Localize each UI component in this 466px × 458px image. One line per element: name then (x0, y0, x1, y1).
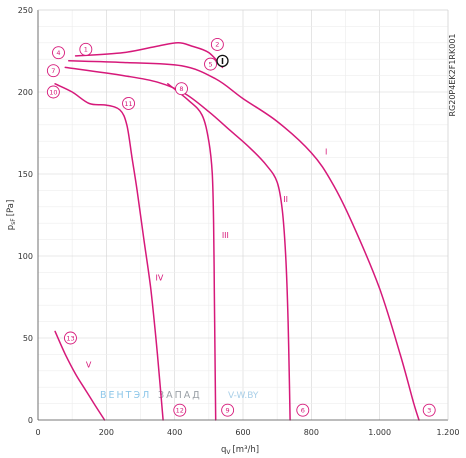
marker-8: 8 (175, 82, 188, 96)
marker-12: 12 (173, 403, 187, 417)
x-axis-title-unit: [m³/h] (232, 445, 259, 455)
marker-10: 10 (46, 85, 60, 99)
marker-circle (64, 331, 77, 345)
marker-label: 5 (208, 60, 212, 68)
series-label-ii: II (283, 195, 288, 204)
operating-point-label: I (221, 57, 224, 66)
marker-1: 1 (79, 42, 93, 56)
series-line-iv (54, 83, 164, 421)
x-axis-title: qV [m³/h] (221, 445, 259, 456)
x-tick-label: 800 (304, 428, 319, 437)
y-axis-title-main: p (6, 225, 16, 230)
series-line-iii_branch (167, 83, 217, 421)
x-axis-title-main: q (221, 445, 226, 455)
marker-label: 13 (66, 334, 74, 342)
marker-circle (296, 403, 310, 417)
x-tick-label: 600 (235, 428, 250, 437)
marker-5: 5 (204, 57, 217, 71)
marker-circle (173, 403, 187, 417)
y-tick-label: 0 (28, 416, 33, 425)
series-label-iv: IV (156, 274, 164, 283)
marker-circle (221, 403, 235, 417)
marker-circle (46, 85, 60, 99)
y-axis-title: psF[Pa] (6, 200, 17, 231)
marker-circle (422, 403, 436, 417)
curves (54, 42, 420, 421)
watermark-part2: ЗАПАД (158, 390, 202, 401)
x-tick-label: 1.000 (368, 428, 391, 437)
x-tick-label: 1.200 (437, 428, 460, 437)
marker-circle (175, 82, 188, 96)
operating-point: I (216, 54, 229, 67)
marker-label: 2 (215, 41, 219, 49)
marker-6: 6 (296, 403, 310, 417)
watermark-part3: V-W.BY (228, 391, 259, 401)
series-line-v (54, 330, 106, 421)
marker-3: 3 (422, 403, 436, 417)
x-tick-label: 200 (99, 428, 114, 437)
marker-label: 10 (49, 88, 57, 96)
marker-label: 1 (84, 46, 88, 54)
marker-circle (122, 97, 135, 110)
y-tick-label: 100 (18, 252, 33, 261)
series-line-iii (74, 42, 224, 69)
axes (37, 9, 449, 421)
y-tick-label: 150 (18, 170, 33, 179)
y-tick-label: 250 (18, 6, 33, 15)
series-line-i (68, 60, 420, 421)
watermark-part1: ВЕНТЭЛ (100, 390, 151, 401)
marker-label: 9 (226, 406, 230, 414)
series-label-i: I (325, 147, 327, 156)
marker-circle (79, 42, 93, 56)
ticks: 0 200 400 600 800 1.000 1.200 0 50 100 150 200 250 (18, 6, 460, 437)
marker-label: 12 (176, 406, 184, 414)
x-axis-title-sub: V (226, 449, 231, 456)
marker-label: 11 (124, 100, 132, 108)
marker-13: 13 (64, 331, 77, 345)
watermark: ВЕНТЭЛ ЗАПАД V-W.BY (100, 390, 259, 401)
marker-11: 11 (122, 97, 135, 110)
series-line-ii (64, 66, 291, 421)
series-label-iii: III (222, 231, 229, 240)
marker-4: 4 (52, 46, 65, 60)
y-axis-title-sub: sF (10, 218, 17, 225)
marker-circle (204, 57, 217, 71)
marker-circle (52, 46, 65, 60)
y-tick-label: 50 (23, 334, 33, 343)
operating-point-circle (216, 54, 229, 67)
marker-label: 7 (51, 67, 55, 75)
model-code: RG20P4EK2F1RK001 (448, 33, 457, 116)
marker-7: 7 (46, 64, 60, 78)
marker-2: 2 (210, 37, 224, 51)
y-axis-title-unit: [Pa] (6, 200, 16, 217)
marker-label: 6 (301, 406, 305, 414)
marker-label: 8 (179, 85, 183, 93)
x-tick-label: 0 (35, 428, 40, 437)
marker-circle (210, 37, 224, 51)
series-label-v: V (86, 361, 92, 370)
marker-label: 4 (56, 49, 60, 57)
marker-circle (46, 64, 60, 78)
marker-label: 3 (427, 406, 431, 414)
marker-9: 9 (221, 403, 235, 417)
x-tick-label: 400 (167, 428, 182, 437)
y-tick-label: 200 (18, 88, 33, 97)
